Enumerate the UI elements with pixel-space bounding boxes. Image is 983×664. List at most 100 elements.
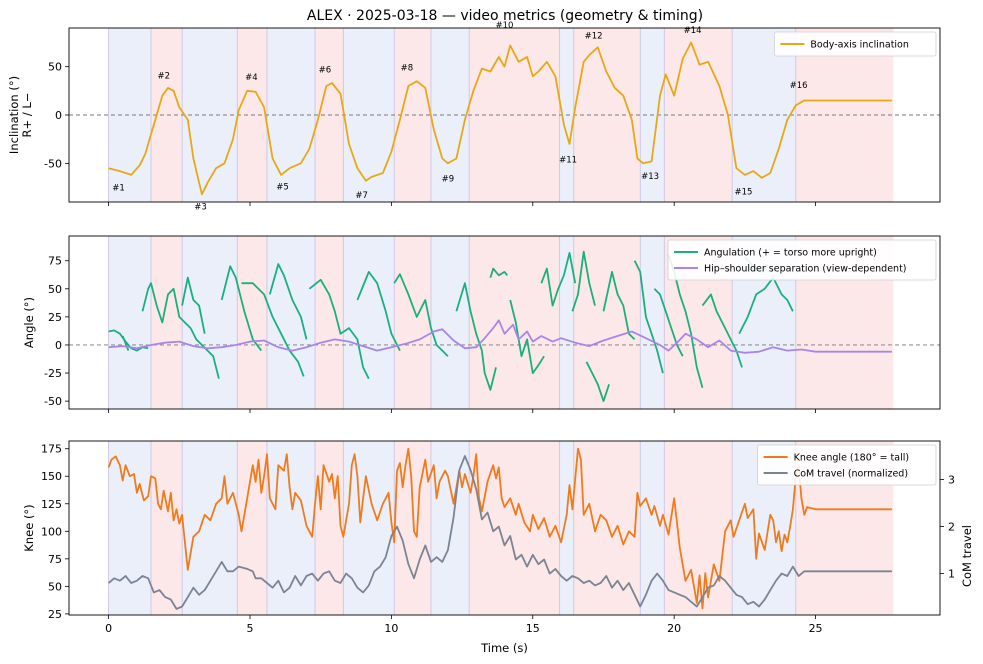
phase-band <box>430 236 470 409</box>
phase-band <box>151 236 183 409</box>
y-tick-label: 175 <box>41 443 62 456</box>
phase-band <box>237 236 267 409</box>
legend-box <box>667 239 937 281</box>
y-tick-label: 125 <box>41 498 62 511</box>
phase-band <box>108 28 152 202</box>
angulation-line <box>489 267 508 278</box>
peak-label: #12 <box>585 32 603 42</box>
peak-label: #9 <box>442 175 455 185</box>
x-tick-label: 0 <box>105 622 112 635</box>
legend-label-inclination: Body-axis inclination <box>810 40 909 51</box>
phase-band <box>108 441 152 615</box>
y-right-tick-label: 3 <box>948 474 955 487</box>
phase-band <box>315 236 344 409</box>
angulation-line <box>121 335 130 351</box>
y-tick-label: 25 <box>48 311 62 324</box>
phase-band <box>266 236 316 409</box>
y-tick-label: 150 <box>41 470 62 483</box>
legend-label-separation: Hip–shoulder separation (view-dependent) <box>704 264 907 275</box>
x-tick-label: 25 <box>809 622 823 635</box>
angulation-line <box>571 250 596 312</box>
phase-band <box>315 441 344 615</box>
y-right-axis-label: CoM travel <box>960 525 974 587</box>
angulation-line <box>738 276 794 335</box>
y-tick-label: 100 <box>41 525 62 538</box>
axes-frame <box>68 440 941 616</box>
phase-band <box>573 441 641 615</box>
y-tick-label: 50 <box>48 283 62 296</box>
peak-label: #16 <box>790 81 808 91</box>
legend-box <box>757 444 937 486</box>
x-tick-label: 10 <box>384 622 398 635</box>
figure-title: ALEX · 2025-03-18 — video metrics (geome… <box>307 8 703 24</box>
peak-label: #11 <box>559 155 577 165</box>
angulation-line <box>356 271 401 352</box>
separation-line <box>108 319 892 354</box>
angulation-line <box>268 263 308 340</box>
peak-label: #13 <box>641 172 659 182</box>
com-line <box>108 455 892 610</box>
angulation-line <box>455 282 497 391</box>
phase-band <box>182 236 238 409</box>
y-axis-label: R+ / L− <box>20 93 34 138</box>
angle-panel: 75 50 25 0 -25 -50 Angle (°) Angulation (+ = to… <box>22 235 941 413</box>
phase-band <box>182 441 238 615</box>
y-axis-label: Inclination (°) <box>7 76 21 154</box>
y-tick-label: 50 <box>48 61 62 74</box>
legend-box <box>774 31 937 57</box>
peak-label: #6 <box>319 65 332 75</box>
phase-band <box>430 441 470 615</box>
y-axis-label: Knee (°) <box>22 504 36 551</box>
angulation-line <box>633 260 664 374</box>
peak-label: #8 <box>401 64 414 74</box>
phase-band <box>394 236 431 409</box>
y-right-tick-label: 2 <box>948 521 955 534</box>
x-tick-label: 5 <box>246 622 253 635</box>
phase-band <box>640 441 665 615</box>
phase-band <box>343 236 395 409</box>
angulation-line <box>393 273 449 357</box>
angulation-line <box>540 252 577 307</box>
peak-label: #15 <box>734 187 752 197</box>
knee-line <box>107 447 892 610</box>
legend-label-angulation: Angulation (+ = torso more upright) <box>704 248 877 259</box>
x-axis-label: Time (s) <box>480 641 528 655</box>
x-tick-label: 20 <box>667 622 681 635</box>
y-tick-label: 50 <box>48 580 62 593</box>
y-tick-label: 0 <box>55 109 62 122</box>
angulation-line <box>241 282 305 377</box>
y-axis-label: Angle (°) <box>22 297 36 348</box>
legend-label-knee: Knee angle (180° = tall) <box>794 453 909 464</box>
x-tick-label: 15 <box>526 622 540 635</box>
y-tick-label: 25 <box>48 608 62 621</box>
y-right-tick-label: 1 <box>948 568 955 581</box>
phase-band <box>469 441 560 615</box>
phase-band <box>640 236 665 409</box>
phase-band <box>559 441 574 615</box>
axes-frame <box>68 235 941 410</box>
angulation-line <box>308 278 370 380</box>
y-tick-label: 75 <box>48 553 62 566</box>
peak-label: #14 <box>684 26 702 36</box>
angulation-line <box>585 361 610 402</box>
angulation-line <box>509 299 545 374</box>
y-tick-label: -25 <box>44 367 62 380</box>
peak-label: #3 <box>194 203 207 213</box>
y-tick-label: 75 <box>48 255 62 268</box>
angulation-line <box>181 276 206 334</box>
phase-band <box>151 441 183 615</box>
y-tick-label: 0 <box>55 339 62 352</box>
inclination-panel: #1 #2 #3 #4 #5 #6 #7 #8 #9 #10 #11 #12 #13 #14 #15 #16 5… <box>7 21 941 213</box>
peak-label: #10 <box>496 21 514 31</box>
inclination-line <box>108 41 892 196</box>
peak-label: #4 <box>245 73 258 83</box>
angulation-line <box>653 288 684 357</box>
peak-label: #2 <box>157 71 170 81</box>
y-tick-label: -50 <box>44 395 62 408</box>
peak-label: #5 <box>276 182 289 192</box>
angulation-line <box>602 271 636 341</box>
y-tick-label: -50 <box>44 157 62 170</box>
phase-band <box>469 236 560 409</box>
